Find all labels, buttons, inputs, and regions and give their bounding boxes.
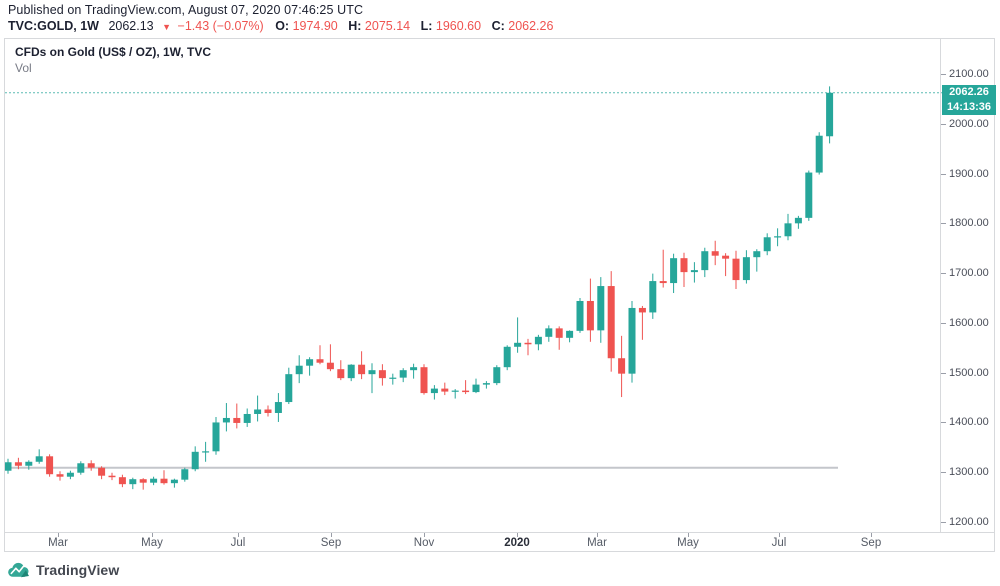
price-axis-label: 1500.00 [949, 366, 989, 379]
price-axis-tick [941, 123, 946, 125]
price-axis-label: 1300.00 [949, 466, 989, 479]
price-axis-label: 1600.00 [949, 316, 989, 329]
price-axis-tick [941, 422, 946, 424]
bar-countdown-badge: 14:13:36 [942, 99, 996, 115]
price-axis-label: 2000.00 [949, 117, 989, 130]
price-axis-tick [941, 223, 946, 225]
time-axis-label: Jul [230, 537, 246, 549]
price-axis-label: 1200.00 [949, 516, 989, 528]
time-axis-year-label: 2020 [504, 537, 530, 549]
price-axis-label: 2100.00 [949, 67, 989, 80]
low-label: L: [420, 19, 433, 33]
time-axis-label: Jul [771, 537, 787, 549]
last-price: 2062.13 [108, 19, 154, 33]
time-axis-tick [517, 533, 518, 537]
price-axis[interactable]: 2062.26 14:13:36 2100.00 2000.00 1900.00 18… [940, 39, 996, 532]
price-axis-label: 1400.00 [949, 416, 989, 429]
price-axis-tick [941, 472, 946, 474]
time-axis-tick [597, 533, 598, 537]
time-axis-label: Nov [413, 537, 435, 549]
price-axis-tick [941, 372, 946, 374]
close-value: 2062.26 [508, 19, 554, 33]
price-axis-label: 1900.00 [949, 167, 989, 180]
high-label: H: [348, 19, 362, 33]
footer-branding[interactable]: TradingView [8, 559, 119, 581]
low-value: 1960.60 [435, 19, 482, 33]
price-axis-label: 1800.00 [949, 217, 989, 230]
price-axis-tick [941, 273, 946, 275]
symbol-name[interactable]: TVC:GOLD, 1W [8, 19, 99, 33]
price-axis-tick [941, 322, 946, 324]
time-axis-label: Mar [587, 537, 607, 549]
price-change: −1.43 (−0.07%) [177, 19, 264, 33]
price-axis-tick [941, 73, 946, 75]
time-axis-tick [238, 533, 239, 537]
time-axis[interactable]: Mar May Jul Sep Nov 2020 Mar May Jul Sep [5, 532, 994, 552]
time-axis-tick [152, 533, 153, 537]
time-axis-tick [688, 533, 689, 537]
price-axis-label: 1700.00 [949, 267, 989, 280]
high-value: 2075.14 [364, 19, 411, 33]
price-axis-tick [941, 522, 946, 523]
current-price-badge: 2062.26 [942, 84, 996, 100]
published-line: Published on TradingView.com, August 07,… [8, 3, 364, 17]
chart-title: CFDs on Gold (US$ / OZ), 1W, TVC [15, 45, 212, 59]
candlestick-chart[interactable] [5, 39, 996, 553]
chart-widget: CFDs on Gold (US$ / OZ), 1W, TVC Vol 206… [4, 38, 996, 553]
time-axis-tick [871, 533, 872, 537]
time-axis-tick [424, 533, 425, 537]
down-triangle-icon: ▼ [162, 22, 172, 32]
time-axis-tick [58, 533, 59, 537]
price-axis-tick [941, 173, 946, 175]
volume-study-label: Vol [15, 61, 32, 75]
open-label: O: [275, 19, 290, 33]
close-label: C: [491, 19, 505, 33]
time-axis-label: Sep [860, 537, 882, 549]
open-value: 1974.90 [292, 19, 338, 33]
time-axis-label: Mar [48, 537, 68, 549]
tradingview-logo-icon [8, 562, 29, 578]
symbol-status-line: TVC:GOLD, 1W 2062.13 ▼ −1.43 (−0.07%) O:… [8, 19, 560, 33]
time-axis-tick [331, 533, 332, 537]
time-axis-label: May [677, 537, 699, 549]
tradingview-wordmark: TradingView [36, 562, 120, 578]
time-axis-label: Sep [320, 537, 342, 549]
time-axis-tick [779, 533, 780, 537]
time-axis-label: May [141, 537, 163, 549]
